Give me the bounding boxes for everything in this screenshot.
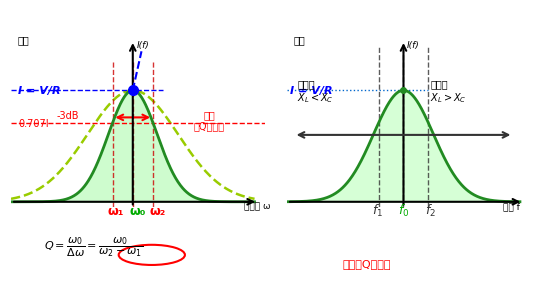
Text: $f_2$: $f_2$ xyxy=(425,203,436,219)
Text: $f_0$: $f_0$ xyxy=(399,203,410,219)
Text: $Q = \dfrac{\omega_0}{\Delta\omega} = \dfrac{\omega_0}{\omega_2 - \omega_1}$: $Q = \dfrac{\omega_0}{\Delta\omega} = \d… xyxy=(44,236,144,259)
Text: 锐度随Q值变化: 锐度随Q值变化 xyxy=(342,259,391,269)
Text: I(f): I(f) xyxy=(136,41,149,50)
Text: $f_1$: $f_1$ xyxy=(372,203,383,219)
Text: 频率 f: 频率 f xyxy=(503,202,520,212)
Text: 0.707I: 0.707I xyxy=(18,120,49,129)
Text: 锐度
随Q值变化: 锐度 随Q值变化 xyxy=(194,110,225,131)
Text: 角频率 ω: 角频率 ω xyxy=(244,202,270,212)
Text: 电流: 电流 xyxy=(294,35,305,46)
Text: I = V/R: I = V/R xyxy=(18,86,61,96)
Text: ω₁: ω₁ xyxy=(107,205,124,218)
Text: 感性：
$X_L>X_C$: 感性： $X_L>X_C$ xyxy=(430,79,466,105)
Text: ω₀: ω₀ xyxy=(129,205,146,218)
Text: -3dB: -3dB xyxy=(56,111,79,120)
Text: I = V/R: I = V/R xyxy=(290,86,333,96)
Text: ω₂: ω₂ xyxy=(150,205,166,218)
Text: 电流: 电流 xyxy=(18,35,30,46)
Text: I(f): I(f) xyxy=(407,41,420,50)
Text: 容性：
$X_L<X_C$: 容性： $X_L<X_C$ xyxy=(297,79,333,105)
